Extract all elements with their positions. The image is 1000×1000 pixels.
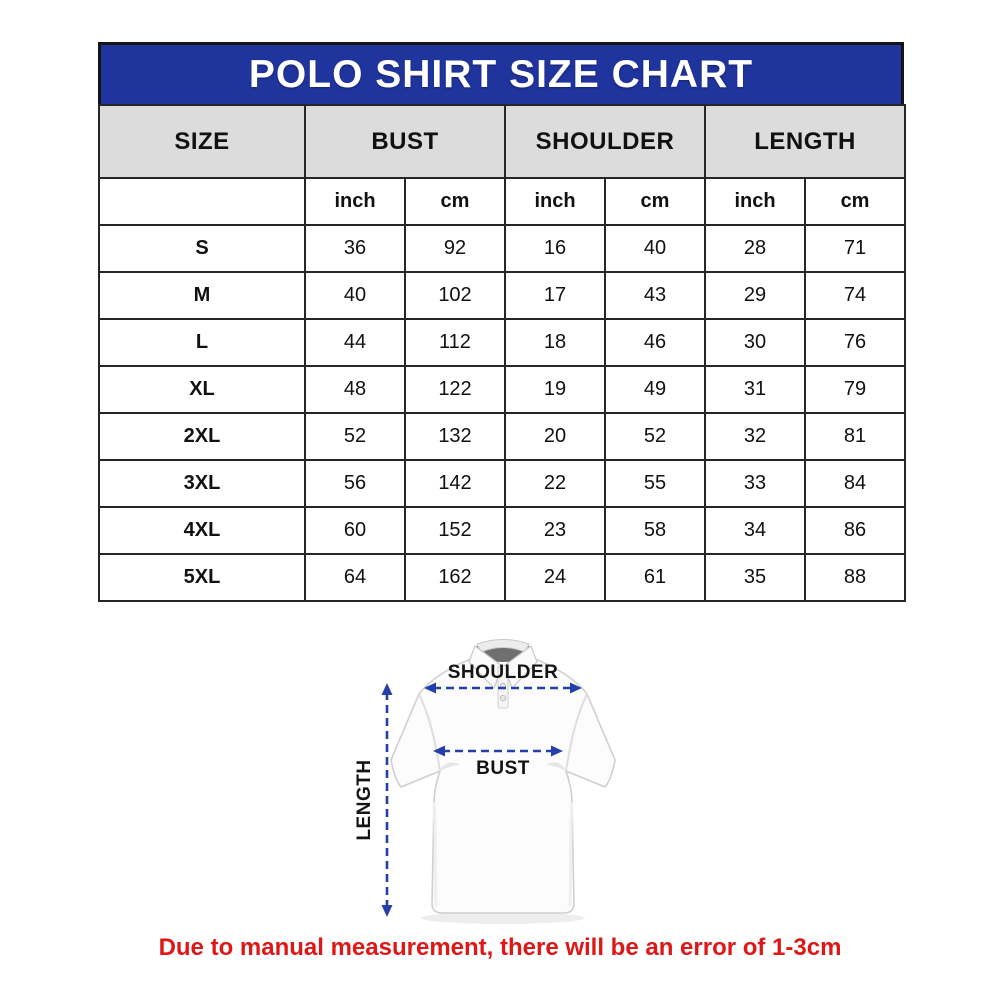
measurement-value: 81 [804,412,907,461]
measurement-value: 79 [804,365,907,414]
table-row: M 40 102 17 43 29 74 [98,271,907,320]
shirt-button [499,694,507,702]
measurement-value: 55 [603,459,707,508]
table-row: 2XL 52 132 20 52 32 81 [98,412,907,461]
size-rows: S 36 92 16 40 28 71 M 40 102 17 43 29 74 L 44 112 18 46 30 7… [98,224,907,602]
header-size: SIZE [98,104,306,179]
measurement-value: 23 [504,506,606,555]
measurement-value: 32 [704,412,807,461]
measurement-value: 19 [504,365,606,414]
size-label: 4XL [98,506,306,555]
header-shoulder: SHOULDER [503,104,707,179]
unit-header-row: inch cm inch cm inch cm [98,177,907,226]
measurement-value: 40 [603,224,707,273]
measurement-value: 22 [504,459,606,508]
size-chart-table: SIZE BUST SHOULDER LENGTH inch cm inch c… [98,104,907,602]
table-row: 4XL 60 152 23 58 34 86 [98,506,907,555]
measurement-value: 24 [504,553,606,602]
measurement-value: 16 [504,224,606,273]
table-row: L 44 112 18 46 30 76 [98,318,907,367]
unit-bust-cm: cm [404,177,506,226]
polo-shirt-measurement-diagram: SHOULDER BUST LENGTH [336,634,670,936]
table-header-row: SIZE BUST SHOULDER LENGTH [98,104,907,179]
measurement-value: 52 [304,412,406,461]
shirt-collar [468,639,538,709]
size-label: L [98,318,306,367]
size-label: XL [98,365,306,414]
bust-measure-arrow [433,745,563,757]
measurement-value: 31 [704,365,807,414]
unit-length-inch: inch [704,177,807,226]
chart-title-bar: POLO SHIRT SIZE CHART [98,42,904,104]
measurement-value: 36 [304,224,406,273]
measurement-value: 132 [404,412,506,461]
measurement-value: 74 [804,271,907,320]
size-label: 2XL [98,412,306,461]
measurement-value: 71 [804,224,907,273]
measurement-value: 44 [304,318,406,367]
unit-bust-inch: inch [304,177,406,226]
measurement-value: 52 [603,412,707,461]
table-row: XL 48 122 19 49 31 79 [98,365,907,414]
measurement-value: 162 [404,553,506,602]
measurement-value: 76 [804,318,907,367]
measurement-value: 84 [804,459,907,508]
measurement-value: 40 [304,271,406,320]
length-measure-arrow [381,683,393,917]
length-label: LENGTH [354,759,375,840]
size-label: S [98,224,306,273]
measurement-value: 28 [704,224,807,273]
measurement-value: 61 [603,553,707,602]
size-label: 3XL [98,459,306,508]
measurement-value: 64 [304,553,406,602]
measurement-value: 30 [704,318,807,367]
measurement-value: 49 [603,365,707,414]
measurement-value: 56 [304,459,406,508]
measurement-value: 46 [603,318,707,367]
size-label: 5XL [98,553,306,602]
shirt-shadow [421,912,585,924]
size-label: M [98,271,306,320]
measurement-error-note: Due to manual measurement, there will be… [158,934,842,961]
measurement-value: 34 [704,506,807,555]
header-length: LENGTH [704,104,907,179]
polo-shirt-illustration: SHOULDER BUST LENGTH [354,639,616,924]
measurement-value: 35 [704,553,807,602]
measurement-value: 33 [704,459,807,508]
size-chart-panel: POLO SHIRT SIZE CHART SIZE BUST SHOULDER… [98,42,907,602]
bust-label: BUST [476,758,530,779]
unit-shoulder-inch: inch [504,177,606,226]
measurement-value: 60 [304,506,406,555]
shoulder-measure-arrow [424,682,582,694]
measurement-value: 122 [404,365,506,414]
measurement-value: 18 [504,318,606,367]
table-row: 3XL 56 142 22 55 33 84 [98,459,907,508]
measurement-value: 20 [504,412,606,461]
unit-length-cm: cm [804,177,907,226]
header-bust: BUST [304,104,506,179]
measurement-value: 17 [504,271,606,320]
measurement-value: 86 [804,506,907,555]
measurement-value: 112 [404,318,506,367]
measurement-value: 58 [603,506,707,555]
measurement-value: 43 [603,271,707,320]
shoulder-label: SHOULDER [448,662,559,683]
measurement-value: 142 [404,459,506,508]
table-row: S 36 92 16 40 28 71 [98,224,907,273]
measurement-value: 152 [404,506,506,555]
table-row: 5XL 64 162 24 61 35 88 [98,553,907,602]
measurement-value: 92 [404,224,506,273]
measurement-value: 48 [304,365,406,414]
measurement-value: 88 [804,553,907,602]
unit-spacer-cell [98,177,306,226]
unit-shoulder-cm: cm [603,177,707,226]
chart-title: POLO SHIRT SIZE CHART [248,52,754,96]
measurement-value: 29 [704,271,807,320]
measurement-value: 102 [404,271,506,320]
